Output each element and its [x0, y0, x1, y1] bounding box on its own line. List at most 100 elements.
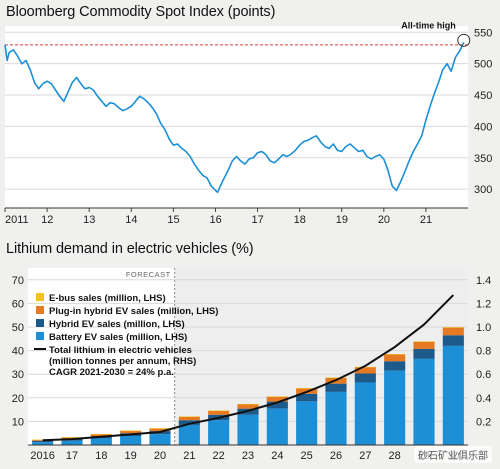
- lithium-x-tick-label: 17: [66, 450, 78, 462]
- bar-segment-3: [149, 428, 171, 432]
- lithium-x-tick-label: 18: [95, 450, 107, 462]
- bar-segment-3: [32, 439, 54, 441]
- bar-segment-1: [208, 420, 230, 445]
- lithium-x-tick-label: 28: [389, 450, 401, 462]
- lithium-left-y-tick-label: 30: [12, 369, 24, 381]
- legend-label-4: E-bus sales (million, LHS): [49, 293, 166, 304]
- legend-swatch-3: [36, 306, 44, 314]
- commodity-x-tick-label: 13: [83, 214, 95, 226]
- legend-label-2: Hybrid EV sales (million, LHS): [49, 319, 185, 330]
- lithium-right-y-tick-label: 0.2: [476, 416, 491, 428]
- lithium-left-y-tick-label: 70: [12, 275, 24, 287]
- lithium-x-tick-label: 21: [183, 450, 195, 462]
- bar-segment-1: [149, 434, 171, 445]
- bar-segment-4: [178, 416, 200, 417]
- lithium-left-y-tick-label: 60: [12, 298, 24, 310]
- commodity-y-tick-label: 450: [474, 90, 492, 102]
- lithium-x-tick-label: 27: [359, 450, 371, 462]
- commodity-y-tick-label: 300: [474, 184, 492, 196]
- lithium-x-tick-label: 2016: [30, 450, 54, 462]
- bar-segment-2: [178, 420, 200, 425]
- commodity-x-tick-label: 18: [294, 214, 306, 226]
- bar-segment-4: [61, 437, 83, 438]
- bar-segment-1: [384, 370, 406, 445]
- lithium-x-tick-label: 22: [213, 450, 225, 462]
- legend-line-label-3: CAGR 2021-2030 = 24% p.a.: [49, 367, 174, 378]
- bar-segment-1: [325, 391, 347, 445]
- bar-segment-3: [442, 327, 464, 336]
- bar-segment-1: [90, 438, 112, 445]
- bar-segment-2: [32, 440, 54, 443]
- all-time-high-marker: [457, 33, 471, 47]
- bar-segment-1: [442, 345, 464, 445]
- legend-line-label-2: (million tonnes per annum, RHS): [49, 356, 196, 367]
- commodity-x-tick-label: 20: [378, 214, 390, 226]
- commodity-plot-area: [5, 26, 468, 208]
- lithium-right-y-tick-label: 0.4: [476, 393, 491, 405]
- commodity-x-tick-label: 17: [252, 214, 264, 226]
- bar-segment-2: [354, 373, 376, 383]
- watermark-label: 砂石矿业俱乐部: [414, 446, 492, 463]
- bar-segment-1: [32, 442, 54, 445]
- bar-segment-4: [149, 428, 171, 429]
- commodity-index-line: [4, 41, 465, 194]
- bar-segment-4: [413, 341, 435, 342]
- total-lithium-line: [42, 294, 455, 442]
- bar-segment-3: [266, 396, 288, 402]
- lithium-x-tick-label: 23: [242, 450, 254, 462]
- bar-segment-3: [178, 416, 200, 421]
- commodity-x-tick-label: 15: [167, 214, 179, 226]
- bar-segment-4: [208, 410, 230, 412]
- lithium-left-y-tick-label: 50: [12, 322, 24, 334]
- lithium-right-y-tick-label: 0.6: [476, 369, 491, 381]
- commodity-y-tick-label: 350: [474, 153, 492, 165]
- lithium-right-y-tick-label: 1.0: [476, 322, 491, 334]
- lithium-x-tick-label: 20: [154, 450, 166, 462]
- bar-segment-1: [178, 424, 200, 445]
- lithium-left-y-tick-label: 20: [12, 393, 24, 405]
- bar-segment-1: [296, 401, 318, 445]
- lithium-x-tick-label: 19: [125, 450, 137, 462]
- legend-label-1: Battery EV sales (million, LHS): [49, 332, 187, 343]
- commodity-x-tick-label: 16: [209, 214, 221, 226]
- bar-segment-1: [354, 382, 376, 445]
- bar-segment-2: [325, 383, 347, 392]
- bar-segment-3: [354, 367, 376, 374]
- lithium-left-y-tick-label: 40: [12, 346, 24, 358]
- bar-segment-4: [120, 430, 142, 432]
- commodity-y-tick-label: 400: [474, 121, 492, 133]
- bar-segment-3: [384, 354, 406, 362]
- commodity-y-tick-label: 550: [474, 27, 492, 39]
- legend-swatch-4: [36, 293, 44, 301]
- bar-segment-3: [237, 404, 259, 409]
- bar-segment-1: [413, 358, 435, 445]
- lithium-left-y-tick-label: 10: [12, 416, 24, 428]
- bar-segment-4: [325, 377, 347, 379]
- bar-segment-4: [384, 354, 406, 355]
- bar-segment-3: [208, 410, 230, 415]
- lithium-x-tick-label: 24: [271, 450, 283, 462]
- bar-segment-1: [237, 414, 259, 445]
- commodity-x-tick-label: 19: [336, 214, 348, 226]
- bar-segment-4: [296, 388, 318, 389]
- bar-segment-3: [413, 341, 435, 349]
- bar-segment-4: [266, 396, 288, 397]
- lithium-right-y-tick-label: 1.2: [476, 298, 491, 310]
- commodity-y-tick-label: 500: [474, 59, 492, 71]
- bar-segment-4: [90, 433, 112, 435]
- bar-segment-2: [384, 361, 406, 371]
- bar-segment-2: [413, 348, 435, 359]
- commodity-x-tick-label: 14: [125, 214, 137, 226]
- commodity-x-tick-label: 2011: [5, 214, 29, 226]
- lithium-right-y-tick-label: 0.8: [476, 346, 491, 358]
- legend-swatch-1: [36, 332, 44, 340]
- bar-segment-4: [354, 366, 376, 368]
- lithium-right-y-tick-label: 1.4: [476, 275, 491, 287]
- legend-swatch-2: [36, 319, 44, 327]
- bar-segment-4: [32, 439, 54, 441]
- bar-segment-4: [442, 327, 464, 328]
- bar-segment-1: [61, 440, 83, 445]
- bar-segment-1: [266, 408, 288, 445]
- forecast-label: FORECAST: [126, 270, 171, 279]
